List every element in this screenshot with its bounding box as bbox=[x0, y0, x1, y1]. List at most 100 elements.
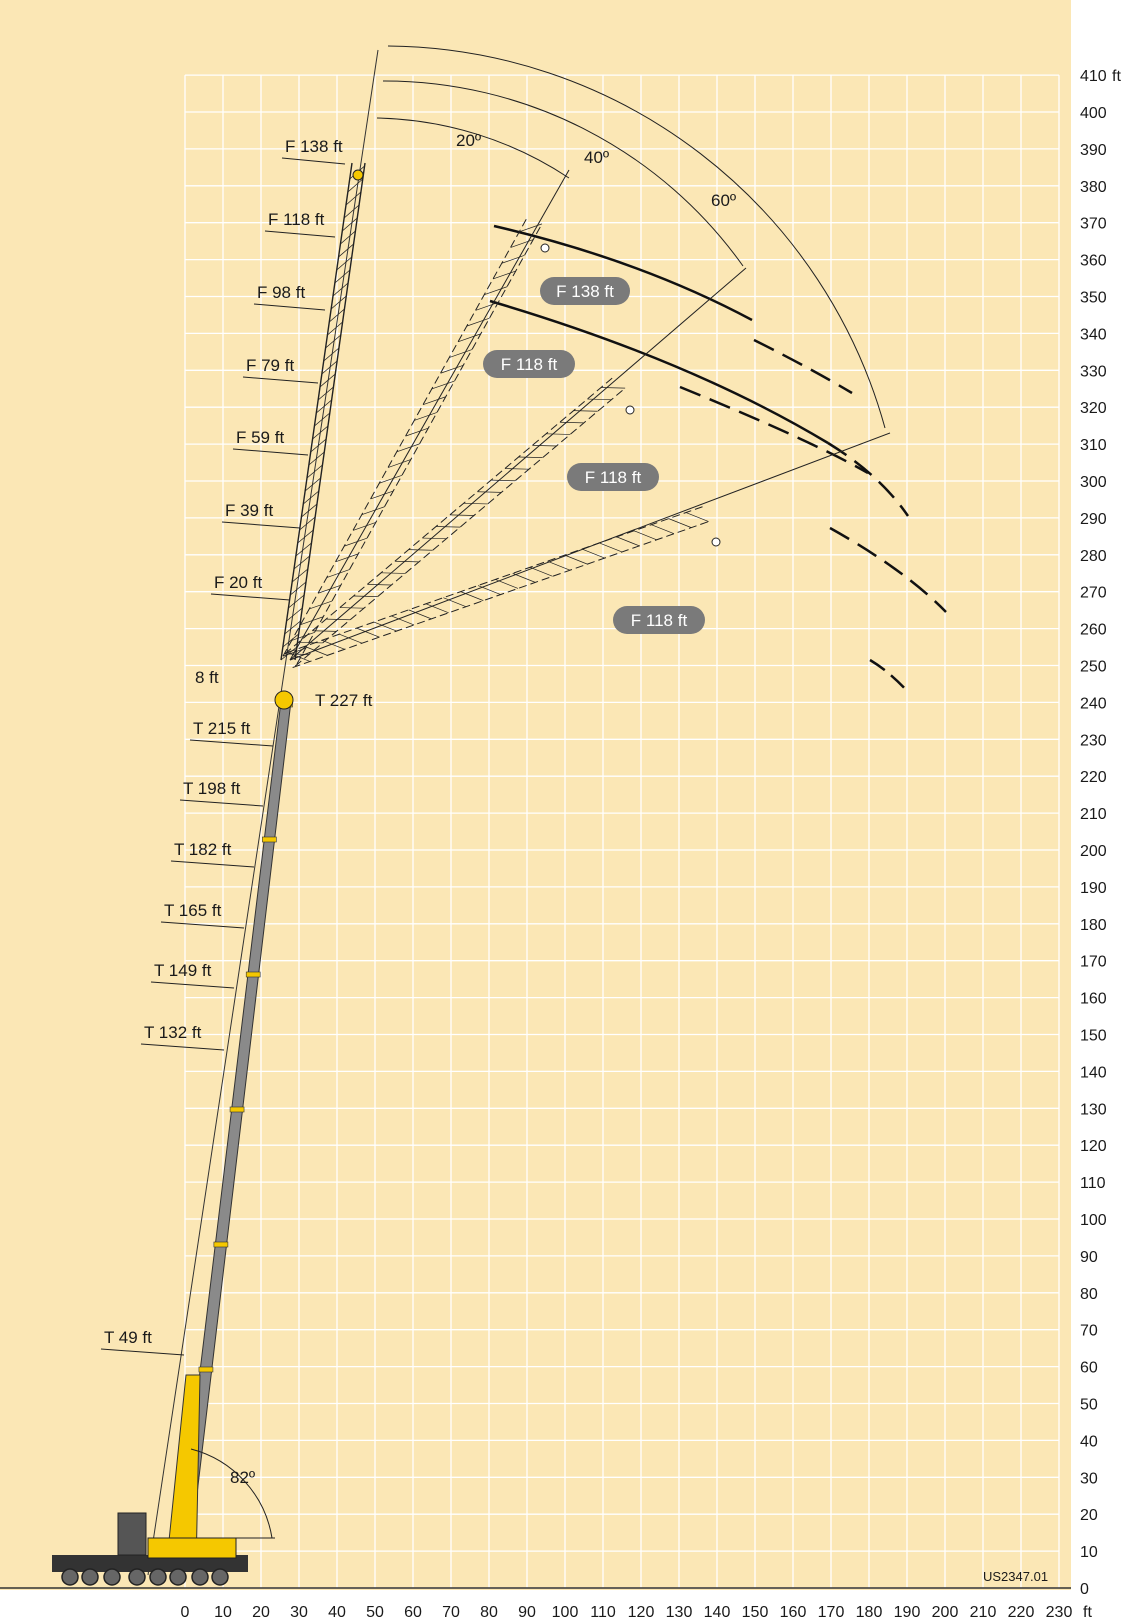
fly-jib-lacing bbox=[323, 347, 340, 362]
fly-jib-left-chord bbox=[280, 162, 353, 661]
fly-jib-lacing bbox=[295, 542, 312, 557]
luffing-jib-lacing bbox=[512, 573, 536, 583]
jib-pill-118-lower: F 118 ft bbox=[613, 606, 705, 634]
x-tick-label: 50 bbox=[366, 1604, 384, 1621]
svg-text:F 138 ft: F 138 ft bbox=[556, 282, 614, 301]
reach-curve-tail-dashed bbox=[869, 658, 909, 693]
drawing-code: US2347.01 bbox=[983, 1569, 1048, 1584]
y-tick-label: 160 bbox=[1080, 991, 1107, 1008]
luffing-jib-lacing bbox=[504, 468, 529, 470]
luffing-jib-lacing bbox=[387, 459, 411, 468]
fly-jib-lacing bbox=[297, 529, 314, 544]
fly-jib-label: F 138 ft bbox=[285, 137, 343, 156]
svg-text:F 118 ft: F 118 ft bbox=[631, 611, 688, 630]
y-tick-label: 140 bbox=[1080, 1064, 1107, 1081]
luffing-jib-lacing bbox=[546, 433, 571, 435]
angle-ray-60 bbox=[289, 432, 891, 661]
fly-jib-leader bbox=[210, 593, 291, 601]
x-tick-label: 230 bbox=[1046, 1604, 1073, 1621]
x-tick-label: 40 bbox=[328, 1604, 346, 1621]
luffing-jib-lacing bbox=[529, 566, 553, 577]
luffing-jib-lacing bbox=[425, 603, 449, 614]
arc-60 bbox=[387, 45, 886, 429]
y-tick-label: 10 bbox=[1080, 1544, 1098, 1561]
y-tick-label: 150 bbox=[1080, 1028, 1107, 1045]
telescope-label: T 132 ft bbox=[144, 1023, 202, 1042]
luffing-jib-lacing bbox=[460, 591, 484, 601]
fly-jib-lacing bbox=[301, 503, 318, 518]
fly-jib-lacing bbox=[342, 217, 358, 232]
x-tick-label: 220 bbox=[1008, 1604, 1035, 1621]
jib-pill-118-upper: F 118 ft bbox=[483, 350, 575, 378]
telescope-leader bbox=[170, 860, 255, 868]
fly-jib-label: F 59 ft bbox=[236, 428, 284, 447]
y-tick-label: 360 bbox=[1080, 253, 1107, 270]
arc-40 bbox=[382, 80, 744, 267]
luffing-jib-lacing bbox=[510, 239, 534, 248]
luffing-jib-lacing bbox=[484, 286, 508, 296]
fly-jib-right-chord bbox=[294, 162, 366, 661]
boom-angle-arc bbox=[190, 1448, 273, 1539]
diagram-background bbox=[0, 0, 1071, 1590]
x-tick-label: 160 bbox=[780, 1604, 807, 1621]
y-tick-label: 220 bbox=[1080, 769, 1107, 786]
luffing-jib-lacing bbox=[352, 522, 376, 531]
fly-jib-lacing bbox=[336, 256, 353, 271]
luffing-jib-lacing bbox=[547, 560, 571, 571]
luffing-jib-lacing bbox=[321, 639, 345, 650]
offset-angle-20: 20º bbox=[456, 131, 481, 150]
y-tick-label: 50 bbox=[1080, 1397, 1098, 1414]
luffing-jib-lacing bbox=[466, 317, 490, 327]
luffing-jib-lacing bbox=[601, 387, 626, 389]
reach-curve-138-dashed bbox=[753, 338, 853, 395]
x-tick-label: 0 bbox=[181, 1604, 190, 1621]
fly-jib-lacing bbox=[282, 633, 299, 648]
fly-jib-label: F 20 ft bbox=[214, 573, 262, 592]
luffing-jib-lacing bbox=[304, 646, 328, 656]
fly-jib-lacing bbox=[340, 230, 356, 245]
luffing-jib-lacing bbox=[449, 349, 473, 358]
telescope-label: T 149 ft bbox=[154, 961, 212, 980]
fly-jib-leader bbox=[232, 448, 309, 456]
luffing-jib-lacing bbox=[394, 560, 419, 563]
luffing-jib-lacing bbox=[519, 223, 543, 233]
x-tick-label: 190 bbox=[894, 1604, 921, 1621]
luffing-jib-lacing bbox=[370, 490, 394, 500]
luffing-jib-lacing bbox=[532, 445, 557, 447]
angle-ray-40 bbox=[289, 267, 747, 661]
luffing-jib-lacing bbox=[339, 633, 363, 644]
boom-head bbox=[274, 690, 294, 710]
jib-hook bbox=[711, 537, 721, 547]
wheel bbox=[149, 1568, 167, 1586]
y-tick-label: 290 bbox=[1080, 511, 1107, 528]
luffing-jib-lacing bbox=[414, 412, 438, 421]
y-tick-label: 370 bbox=[1080, 216, 1107, 233]
y-tick-label: 400 bbox=[1080, 105, 1107, 122]
reach-curve-138-solid bbox=[493, 224, 753, 322]
y-tick-label: 350 bbox=[1080, 290, 1107, 307]
fly-jib-lacing bbox=[314, 412, 331, 427]
y-tick-label: 170 bbox=[1080, 954, 1107, 971]
y-tick-label: 70 bbox=[1080, 1323, 1098, 1340]
fly-jib-lacing bbox=[286, 607, 303, 622]
x-tick-label: 140 bbox=[704, 1604, 731, 1621]
luffing-jib-lacing bbox=[326, 569, 350, 578]
fly-jib-lacing bbox=[288, 594, 305, 609]
x-tick-label: 30 bbox=[290, 1604, 308, 1621]
offset-angle-60: 60º bbox=[711, 191, 736, 210]
fly-jib-label: F 79 ft bbox=[246, 356, 294, 375]
fly-jib-lacing bbox=[304, 477, 321, 492]
luffing-jib-lacing bbox=[326, 618, 351, 621]
luffing-jib-lacing bbox=[457, 333, 481, 343]
luffing-jib-lacing bbox=[373, 621, 397, 632]
luffing-jib-lacing bbox=[587, 398, 612, 401]
luffing-jib-lacing bbox=[396, 443, 420, 453]
luffing-jib-lacing bbox=[559, 421, 584, 424]
grid bbox=[0, 74, 1071, 1589]
y-tick-label: 120 bbox=[1080, 1138, 1107, 1155]
fly-jib-leader bbox=[281, 157, 346, 165]
y-tick-label: 390 bbox=[1080, 142, 1107, 159]
y-tick-label: 180 bbox=[1080, 917, 1107, 934]
y-tick-label: 300 bbox=[1080, 474, 1107, 491]
